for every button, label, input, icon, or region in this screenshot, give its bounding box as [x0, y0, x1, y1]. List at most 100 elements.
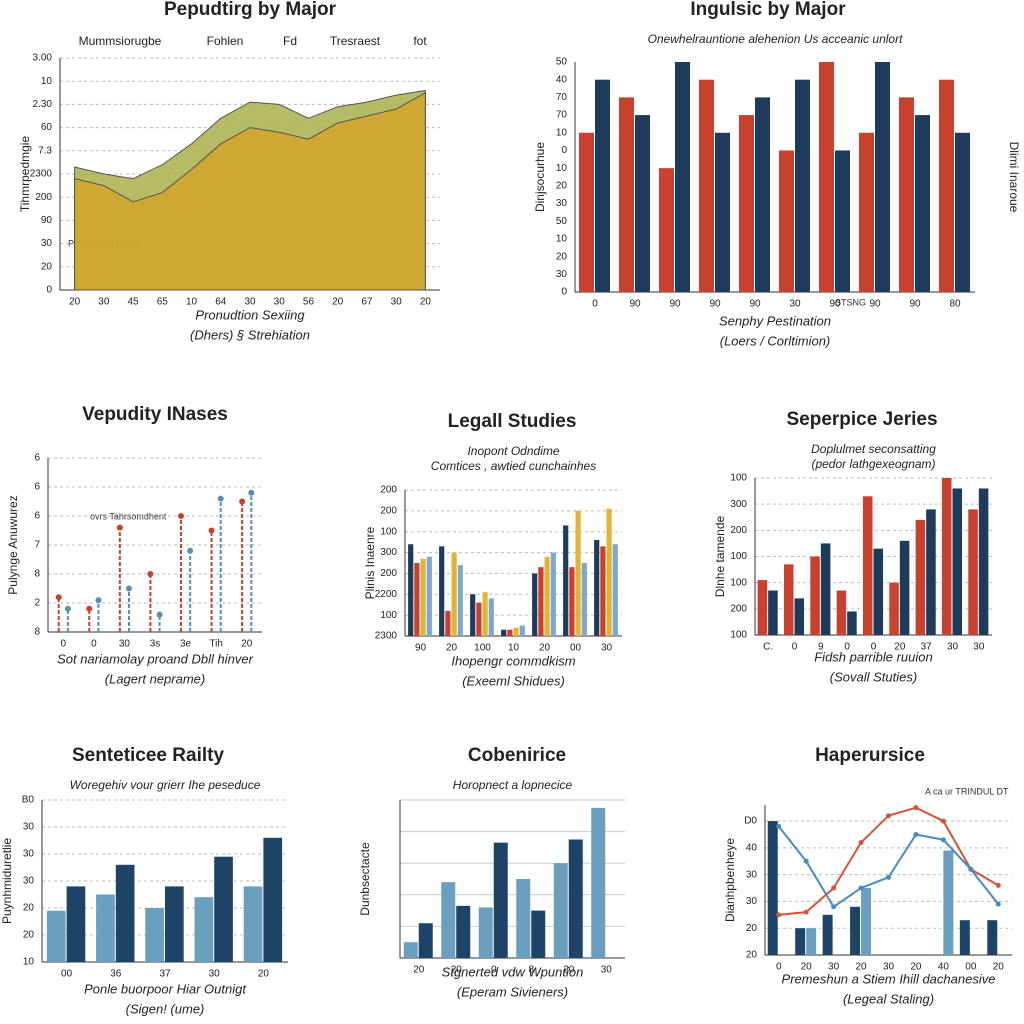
bar: [715, 132, 730, 292]
bar: [795, 79, 810, 292]
y-tick-label: 30: [746, 896, 758, 907]
bar: [873, 548, 884, 635]
x-tick-label: 00: [61, 969, 73, 980]
x-tick-label: 20: [332, 297, 344, 308]
y-tick-label: 2200: [375, 589, 398, 600]
y-tick-label: 0: [561, 287, 567, 298]
bar: [532, 573, 538, 636]
x-tick-label: 3s: [150, 639, 161, 650]
y-tick-label: 30: [556, 269, 568, 280]
y-tick-label: 10: [23, 957, 35, 968]
y-tick-label: 0: [46, 285, 52, 296]
subtitle: Comtices , awtied cunchainhes: [431, 459, 596, 473]
y-tick-label: 200: [730, 603, 747, 614]
x-axis-sublabel: (Lagert neprame): [105, 671, 205, 686]
bar: [513, 627, 519, 636]
x-axis-sublabel: (Eperam Sivieners): [457, 984, 568, 999]
y-tick-label: 20: [41, 261, 53, 272]
x-tick-label: 30: [883, 962, 895, 973]
x-tick-label: 90: [415, 643, 427, 654]
bar: [952, 488, 963, 635]
bar: [795, 928, 806, 955]
x-tick-label: 20: [413, 965, 425, 976]
chart-title: Senteticee Railty: [72, 745, 224, 766]
y-tick-label: 70: [556, 110, 568, 121]
y-tick-label: 8: [34, 627, 40, 638]
y-tick-label: 3.00: [33, 53, 53, 64]
x-tick-label: 20: [910, 962, 922, 973]
y-tick-label: 10: [556, 127, 568, 138]
chart-title: Legall Studies: [448, 411, 577, 432]
bar: [441, 882, 456, 958]
x-tick-label: 20: [894, 642, 906, 653]
bar: [451, 552, 457, 636]
legend-label: Fd: [283, 34, 297, 48]
point: [803, 909, 809, 915]
chart-title: Pepudtirg by Major: [164, 0, 337, 20]
y-tick-label: 70: [556, 92, 568, 103]
x-tick-label: Tih: [209, 639, 223, 650]
x-tick-label: 45: [128, 297, 140, 308]
x-tick-label: 30: [244, 297, 256, 308]
bar: [612, 544, 618, 636]
y-tick-label: 10: [556, 234, 568, 245]
x-axis-sublabel: (Sigen! (ume): [126, 1001, 205, 1016]
x-tick-label: 8: [528, 965, 534, 976]
y-tick-label: 20: [23, 903, 35, 914]
x-tick-label: 9: [818, 642, 824, 653]
subtitle: Onewhelrauntione alehenion Us acceanic u…: [648, 32, 903, 46]
x-tick-label: 67: [361, 297, 373, 308]
y-tick-label: 20: [23, 930, 35, 941]
y-tick-label: 200: [35, 192, 52, 203]
bar: [553, 863, 568, 958]
x-tick-label: 00: [570, 643, 582, 654]
x-axis-label: Ihopengr commdkism: [451, 653, 575, 668]
stem-head: [208, 527, 215, 534]
x-tick-label: 30: [274, 297, 286, 308]
x-tick-label: 20: [241, 639, 253, 650]
x-tick-label: 0: [844, 642, 850, 653]
bar: [243, 886, 263, 962]
stem-head: [239, 498, 246, 505]
bar: [439, 546, 445, 636]
bar: [862, 496, 873, 635]
x-axis-label: Senphy Pestination: [719, 313, 831, 328]
stem-head: [187, 547, 194, 554]
bar: [915, 115, 930, 292]
y-tick-label: 50: [556, 216, 568, 227]
bar: [194, 897, 214, 962]
bar: [959, 920, 970, 955]
y-tick-label: 6: [34, 511, 40, 522]
y-tick-label: 20: [556, 180, 568, 191]
y-axis-label: Pulynge Anuwurez: [6, 495, 20, 594]
y-tick-label: 300: [730, 499, 747, 510]
bar: [476, 602, 482, 636]
point: [913, 805, 919, 811]
bar: [757, 580, 768, 635]
point: [831, 904, 837, 910]
x-tick-label: 90: [629, 299, 641, 310]
bar: [594, 540, 600, 636]
bar: [822, 914, 833, 955]
x-tick-label: 30: [98, 297, 110, 308]
stem-head: [64, 605, 71, 612]
bar: [507, 629, 513, 636]
y-tick-label: 30: [23, 876, 35, 887]
y-axis-label: Dlnhe tamende: [713, 515, 727, 597]
bar: [96, 894, 115, 962]
x-tick-label: 56: [303, 297, 315, 308]
stem-head: [156, 611, 163, 618]
bar: [755, 97, 770, 292]
point: [776, 912, 782, 918]
y-tick-label: 10: [556, 163, 568, 174]
point: [940, 837, 946, 843]
legend-label: fot: [413, 34, 427, 48]
y-axis-label: Dianhpbenheye: [723, 838, 737, 922]
annotation: A ca ur TRINDUL DT: [925, 786, 1009, 796]
bar: [819, 62, 834, 292]
y-tick-label: 6: [34, 482, 40, 493]
x-tick-label: 20: [420, 297, 432, 308]
bar: [915, 519, 926, 635]
y-tick-label: 200: [380, 485, 397, 496]
x-tick-label: 10: [508, 643, 520, 654]
